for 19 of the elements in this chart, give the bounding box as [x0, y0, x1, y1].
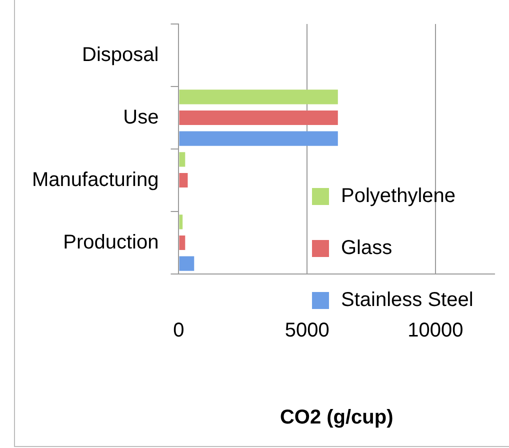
- legend-label: Polyethylene: [341, 184, 456, 208]
- x-tick-label: 5000: [284, 320, 330, 342]
- bar: [179, 152, 186, 167]
- bar: [179, 131, 338, 146]
- x-tick-label: 0: [173, 320, 184, 342]
- y-tick-label: Use: [123, 106, 159, 128]
- bar: [179, 235, 186, 250]
- y-tick-label: Disposal: [82, 44, 159, 66]
- x-axis-title: CO2 (g/cup): [280, 406, 394, 429]
- bar: [179, 214, 183, 230]
- bar: [179, 256, 194, 271]
- bar: [179, 110, 338, 126]
- x-tick-label: 10000: [408, 320, 464, 342]
- legend-label: Stainless Steel: [341, 288, 474, 312]
- bar: [179, 172, 188, 188]
- y-tick-label: Manufacturing: [32, 168, 159, 191]
- bar: [179, 90, 338, 104]
- legend-label: Glass: [341, 236, 392, 260]
- y-tick-label: Production: [63, 231, 159, 254]
